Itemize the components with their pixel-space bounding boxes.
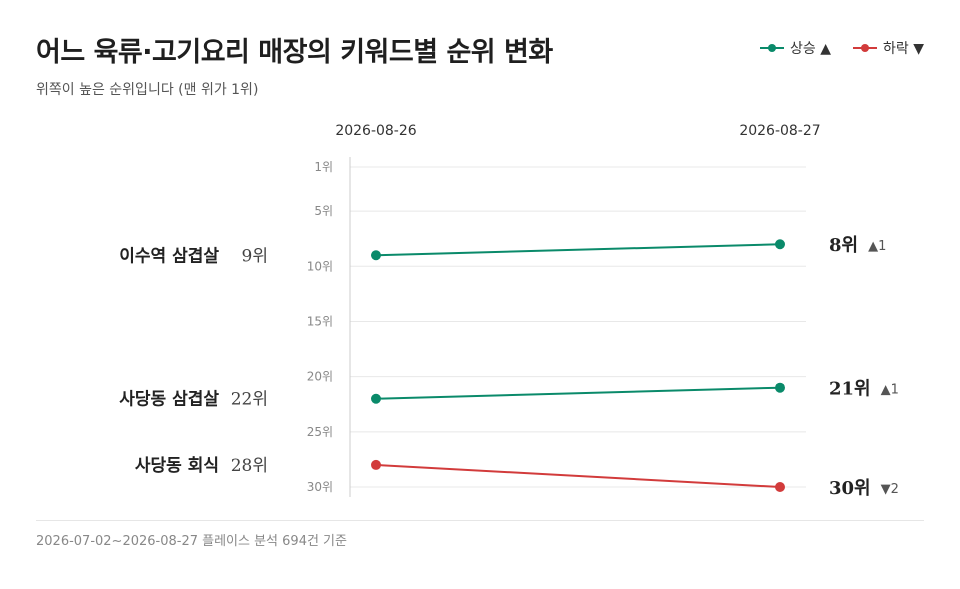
series-line <box>375 386 781 400</box>
y-tick-label: 30위 <box>307 480 333 494</box>
footer-divider <box>36 520 924 521</box>
data-point <box>371 459 381 470</box>
legend-item-down: 하락 ▼ <box>853 38 924 58</box>
series-change-label: ▲1 <box>868 239 886 254</box>
series-end-rank-label: 8위 <box>829 235 858 256</box>
y-tick-label: 20위 <box>307 370 333 384</box>
series-line <box>375 463 781 488</box>
legend-up-label: 상승 ▲ <box>790 41 832 57</box>
legend-item-up: 상승 ▲ <box>760 38 831 58</box>
series-name-label: 사당동 회식 <box>135 456 219 476</box>
x-tick-label: 2026-08-26 <box>335 123 416 139</box>
y-tick-label: 25위 <box>307 425 333 439</box>
series-start-rank-label: 22위 <box>231 390 268 410</box>
footer-note: 2026-07-02~2026-08-27 플레이스 분석 694건 기준 <box>36 534 347 549</box>
legend: 상승 ▲ 하락 ▼ <box>760 38 924 58</box>
series-change-label: ▲1 <box>881 383 899 398</box>
y-tick-label: 10위 <box>307 259 333 273</box>
chart-title: 어느 육류·고기요리 매장의 키워드별 순위 변화 <box>36 37 553 68</box>
series-change-label: ▼2 <box>881 482 899 497</box>
y-tick-label: 5위 <box>314 204 333 218</box>
data-point <box>775 382 785 393</box>
data-point <box>371 250 381 261</box>
legend-down-swatch <box>853 44 878 52</box>
chart-subtitle: 위쪽이 높은 순위입니다 (맨 위가 1위) <box>36 82 259 98</box>
y-tick-label: 15위 <box>307 314 333 328</box>
rank-chart: 2026-08-26 2026-08-27 1위 5위 10위 15위 20위 25위 30위 이… <box>119 123 899 499</box>
series-start-rank-label: 9위 <box>242 246 268 266</box>
series-name-label: 이수역 삼겹살 <box>119 246 219 266</box>
legend-down-label: 하락 ▼ <box>883 41 924 57</box>
series-end-rank-label: 21위 <box>829 379 871 400</box>
y-tick-label: 1위 <box>314 160 333 174</box>
series-end-rank-label: 30위 <box>829 478 871 499</box>
series-name-label: 사당동 삼겹살 <box>119 390 219 410</box>
series-line <box>375 243 781 257</box>
data-point <box>775 482 785 492</box>
legend-up-swatch <box>760 44 785 52</box>
x-tick-label: 2026-08-27 <box>739 123 820 139</box>
data-point <box>371 393 381 404</box>
data-point <box>775 239 785 250</box>
series-start-rank-label: 28위 <box>231 456 268 476</box>
